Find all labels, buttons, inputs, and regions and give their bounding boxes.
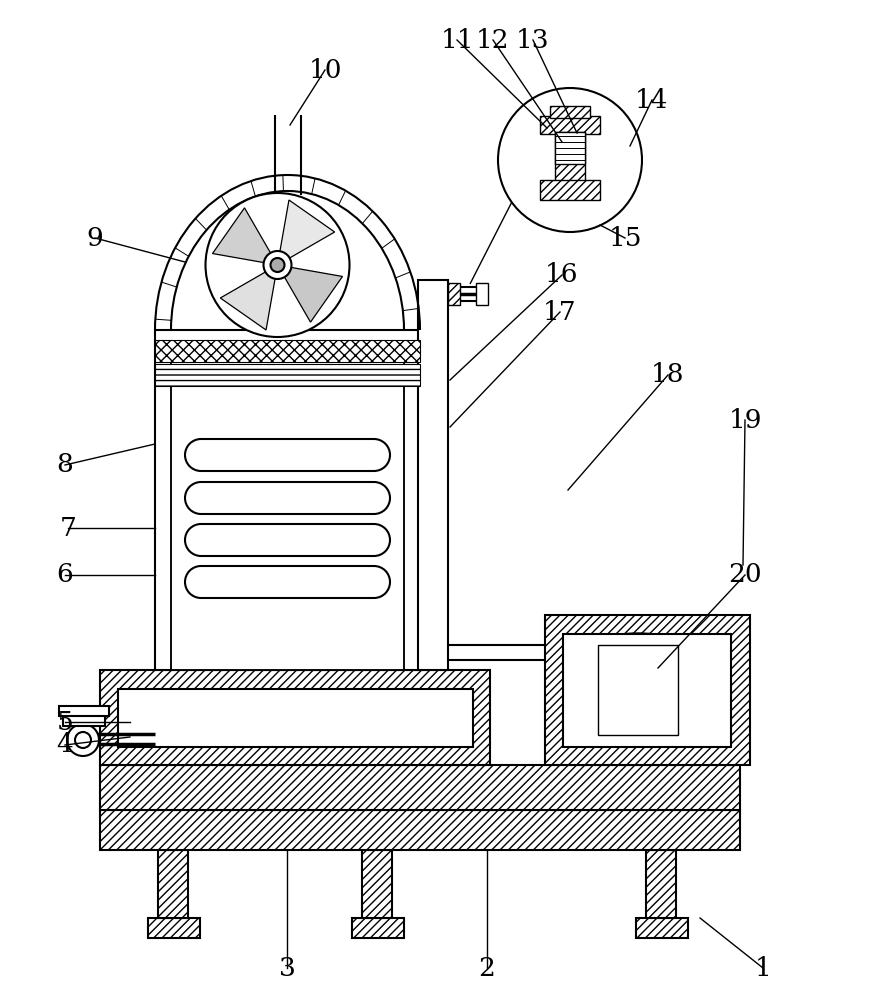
Text: 11: 11 <box>441 27 473 52</box>
Text: 4: 4 <box>57 732 73 758</box>
Text: 18: 18 <box>651 362 684 387</box>
Bar <box>155 364 420 386</box>
Bar <box>155 330 420 670</box>
Bar <box>100 810 740 850</box>
Text: 20: 20 <box>728 562 762 587</box>
Bar <box>100 670 490 765</box>
Bar <box>476 283 488 305</box>
Text: 7: 7 <box>60 516 77 540</box>
Text: 10: 10 <box>308 57 342 83</box>
Text: 19: 19 <box>728 408 762 432</box>
Bar <box>171 346 404 670</box>
Polygon shape <box>284 267 343 322</box>
Circle shape <box>67 724 99 756</box>
Text: 3: 3 <box>279 956 295 980</box>
Circle shape <box>263 251 292 279</box>
Text: 15: 15 <box>608 226 642 250</box>
Bar <box>540 180 600 200</box>
Bar <box>100 765 740 810</box>
Bar <box>418 280 448 670</box>
Circle shape <box>498 88 642 232</box>
Bar <box>636 918 688 938</box>
Text: 2: 2 <box>479 956 496 980</box>
Circle shape <box>271 258 285 272</box>
Bar <box>563 634 731 747</box>
Bar <box>545 615 750 765</box>
Text: 5: 5 <box>57 710 73 734</box>
Text: 17: 17 <box>543 300 577 324</box>
Bar <box>118 689 473 747</box>
Text: 1: 1 <box>755 956 772 980</box>
Text: 8: 8 <box>57 452 73 478</box>
Bar <box>352 918 404 938</box>
Text: 12: 12 <box>476 27 510 52</box>
Polygon shape <box>221 271 275 330</box>
Polygon shape <box>279 200 335 259</box>
Bar <box>158 850 188 918</box>
Bar <box>598 645 678 735</box>
Bar <box>362 850 392 918</box>
Bar <box>63 715 105 726</box>
Text: 6: 6 <box>57 562 73 587</box>
Text: 14: 14 <box>635 88 668 112</box>
Bar <box>148 918 200 938</box>
Polygon shape <box>213 208 271 263</box>
Bar <box>555 132 585 182</box>
Bar <box>59 706 109 716</box>
Text: 13: 13 <box>516 27 550 52</box>
Circle shape <box>206 193 350 337</box>
Bar <box>555 132 585 164</box>
Bar <box>448 283 460 305</box>
Bar <box>550 106 590 118</box>
Bar <box>155 340 420 362</box>
Text: 9: 9 <box>86 226 103 250</box>
Text: 16: 16 <box>546 262 578 288</box>
Bar <box>540 116 600 134</box>
Bar <box>646 850 676 918</box>
